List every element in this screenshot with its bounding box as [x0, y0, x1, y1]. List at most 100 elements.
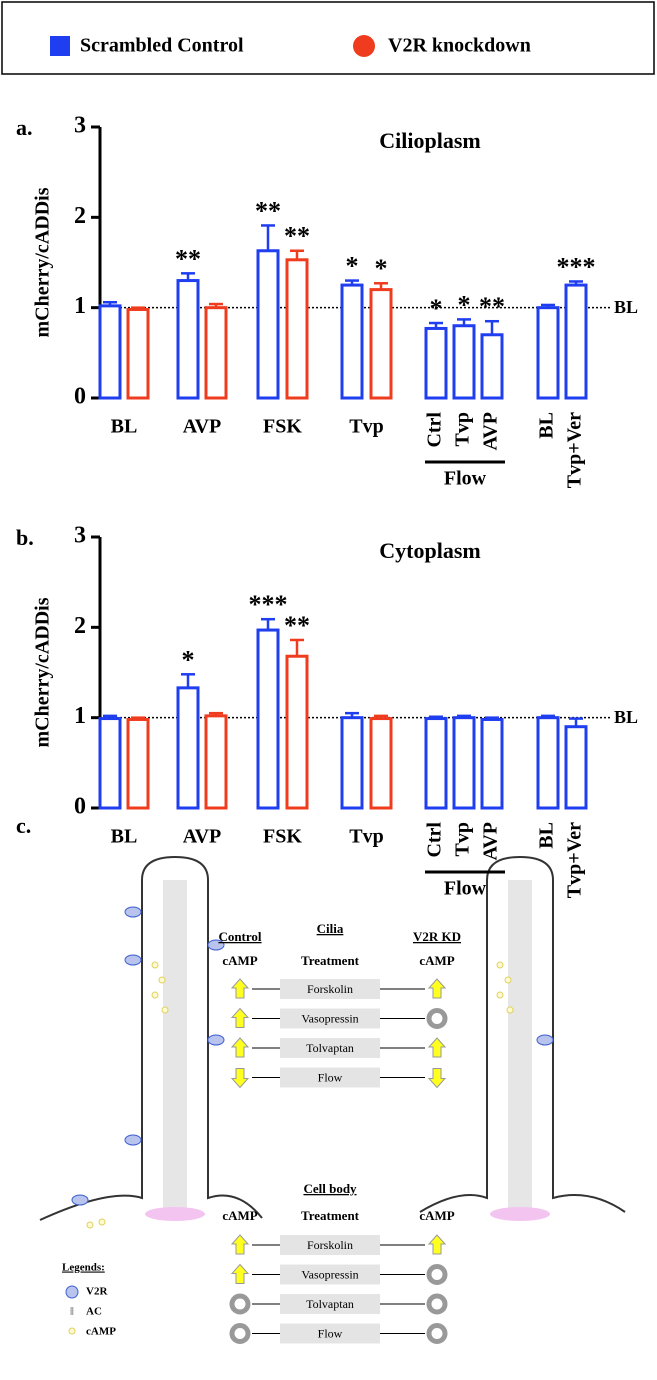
y-tick-label: 0: [74, 794, 86, 820]
bar: [536, 306, 560, 400]
bar: [452, 324, 476, 400]
treatment-label: Tolvaptan: [306, 1041, 354, 1055]
chart-title: Cytoplasm: [379, 538, 480, 563]
bar: [256, 249, 280, 400]
bar: [98, 304, 122, 400]
reference-label: BL: [614, 297, 638, 317]
bar: [480, 717, 504, 810]
treatment-label: Vasopressin: [301, 1267, 358, 1281]
arrow-down: [230, 1068, 250, 1089]
x-tick-label: BL: [111, 826, 138, 848]
treatment-label: Tolvaptan: [306, 1297, 354, 1311]
significance-label: **: [255, 196, 281, 225]
y-tick-label: 1: [74, 293, 86, 319]
treatment-label: Forskolin: [307, 982, 353, 996]
significance-label: **: [479, 292, 505, 321]
significance-label: ***: [249, 590, 288, 619]
no-change: [229, 1323, 251, 1344]
cilium-right: [419, 855, 626, 1221]
bar: [126, 307, 150, 400]
bar: [256, 628, 280, 810]
bar: [369, 717, 393, 810]
reference-label: BL: [614, 707, 638, 727]
significance-label: **: [284, 611, 310, 640]
significance-label: *: [182, 645, 195, 674]
legend-box: [1, 1, 655, 75]
y-tick-label: 3: [74, 113, 86, 139]
x-tick-label: AVP: [480, 412, 502, 451]
treatment-label: Forskolin: [307, 1238, 353, 1252]
bar: [126, 717, 150, 810]
bar: [340, 283, 364, 400]
x-tick-label: AVP: [183, 826, 222, 848]
column-header: cAMP: [222, 1208, 257, 1223]
y-tick-label: 2: [74, 613, 86, 639]
no-change: [426, 1293, 448, 1315]
x-tick-label: BL: [111, 416, 138, 438]
panel-label: c.: [16, 813, 31, 838]
arrow-up: [427, 1234, 447, 1255]
column-header: V2R KD: [413, 929, 461, 944]
arrow-up: [230, 1263, 250, 1284]
arrow-up: [230, 1007, 250, 1028]
x-tick-label: Tvp: [452, 822, 474, 856]
treatment-box: [280, 1038, 380, 1058]
bar: [204, 714, 228, 810]
column-header: cAMP: [419, 1208, 454, 1223]
arrow-down: [427, 1068, 447, 1089]
treatment-box: [280, 1323, 380, 1344]
bar: [424, 326, 448, 400]
no-change: [426, 1264, 448, 1285]
legend-swatch: [353, 35, 375, 57]
cilium-left: [39, 855, 263, 1229]
no-change: [229, 1293, 251, 1315]
x-tick-label: AVP: [480, 822, 502, 861]
arrow-up: [427, 1037, 447, 1058]
y-tick-label: 1: [74, 703, 86, 729]
x-tick-label: BL: [536, 822, 558, 849]
bar: [98, 717, 122, 810]
x-tick-label: Tvp: [452, 412, 474, 446]
no-change: [426, 1323, 448, 1344]
treatment-box: [280, 979, 380, 999]
legend-icon: ǁ: [70, 1304, 74, 1318]
panel-label: a.: [16, 115, 33, 140]
panel-label: b.: [16, 525, 34, 550]
x-tick-label: FSK: [263, 416, 302, 438]
bar: [369, 288, 393, 400]
column-header: cAMP: [419, 953, 454, 968]
section-title: Cell body: [303, 1181, 357, 1196]
x-tick-label: FSK: [263, 826, 302, 848]
bar: [564, 725, 588, 810]
x-tick-label: AVP: [183, 416, 222, 438]
section-title: Cilia: [317, 921, 344, 936]
bar: [176, 279, 200, 400]
legend-icon: [68, 1327, 76, 1335]
bar: [480, 333, 504, 400]
treatment-label: Vasopressin: [301, 1011, 358, 1025]
bar: [564, 283, 588, 400]
legend-item: V2R: [86, 1286, 108, 1298]
significance-label: *: [458, 290, 471, 319]
group-label: Flow: [444, 878, 487, 900]
legend-title: Legends:: [62, 1262, 105, 1274]
significance-label: **: [284, 222, 310, 251]
bar: [285, 258, 309, 400]
legend-swatch: [50, 36, 70, 56]
arrow-up: [230, 978, 250, 999]
legend-icon: [65, 1285, 79, 1299]
treatment-box: [280, 1067, 380, 1088]
bar: [340, 716, 364, 810]
significance-label: *: [346, 252, 359, 281]
bar: [176, 686, 200, 810]
no-change: [426, 1008, 448, 1029]
column-header: Treatment: [301, 953, 360, 968]
significance-label: **: [175, 244, 201, 273]
x-tick-label: BL: [536, 412, 558, 439]
bar: [285, 654, 309, 810]
arrow-up: [427, 978, 447, 999]
chart-title: Cilioplasm: [379, 128, 480, 153]
bar: [452, 716, 476, 810]
significance-label: *: [430, 294, 443, 323]
